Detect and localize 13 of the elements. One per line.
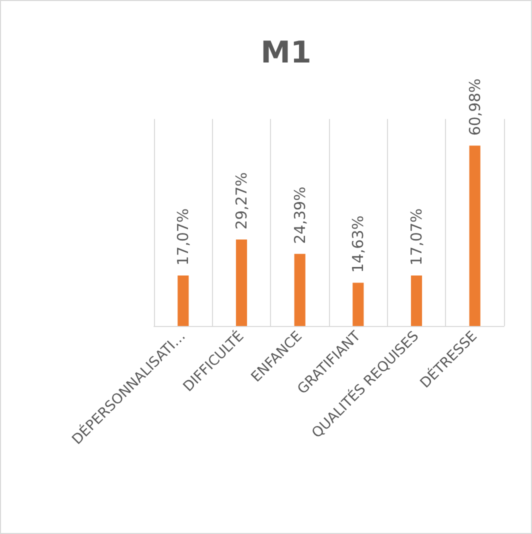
bar bbox=[178, 276, 189, 326]
data-label: 60,98% bbox=[466, 78, 484, 136]
bar bbox=[294, 254, 306, 326]
data-label: 29,27% bbox=[232, 172, 250, 230]
data-label: 17,07% bbox=[174, 208, 192, 266]
data-label: 14,63% bbox=[349, 216, 368, 273]
data-label: 17,07% bbox=[408, 208, 426, 266]
bar bbox=[236, 239, 248, 326]
bar bbox=[410, 276, 422, 326]
bar bbox=[352, 282, 364, 326]
bar bbox=[469, 146, 480, 326]
data-label: 24,39% bbox=[290, 186, 309, 244]
chart-title: M1 bbox=[260, 36, 312, 70]
